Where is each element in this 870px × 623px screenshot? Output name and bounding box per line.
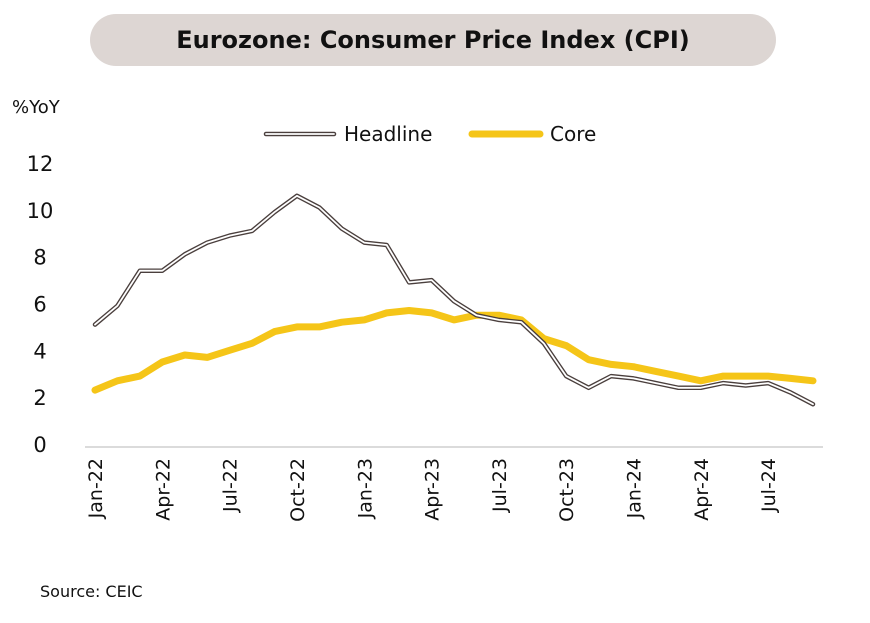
x-tick-label: Apr-22 — [152, 458, 174, 521]
y-tick-label: 0 — [33, 433, 46, 457]
x-tick-label: Apr-23 — [422, 458, 444, 521]
x-tick-label: Oct-23 — [556, 458, 578, 522]
y-tick-label: 4 — [33, 339, 46, 363]
y-axis-unit-label: %YoY — [12, 97, 60, 118]
legend-core-label: Core — [550, 122, 596, 146]
series-lines — [91, 193, 817, 407]
y-tick-label: 12 — [27, 152, 54, 176]
source-note: Source: CEIC — [40, 582, 143, 601]
core-line — [91, 307, 817, 394]
legend-headline-label: Headline — [344, 122, 432, 146]
x-tick-label: Jan-24 — [624, 458, 646, 519]
x-tick-label: Jan-22 — [85, 458, 107, 519]
x-tick-label: Oct-22 — [287, 458, 309, 522]
x-axis-ticks: Jan-22 Apr-22 Jul-22 Oct-22 Jan-23 Apr-23 Jul-… — [85, 458, 780, 522]
legend: Headline Core — [263, 122, 596, 146]
x-tick-label: Apr-24 — [691, 458, 713, 521]
chart-title: Eurozone: Consumer Price Index (CPI) — [90, 14, 776, 66]
headline-line-core — [94, 194, 814, 406]
y-tick-label: 8 — [33, 246, 46, 270]
x-tick-label: Jul-24 — [758, 458, 780, 513]
y-tick-label: 6 — [33, 293, 46, 317]
y-axis-ticks: 0 2 4 6 8 10 12 — [27, 152, 54, 457]
x-tick-label: Jan-23 — [354, 458, 376, 519]
x-tick-label: Jul-22 — [220, 458, 242, 513]
y-tick-label: 10 — [27, 199, 54, 223]
x-tick-label: Jul-23 — [489, 458, 511, 513]
y-tick-label: 2 — [33, 386, 46, 410]
